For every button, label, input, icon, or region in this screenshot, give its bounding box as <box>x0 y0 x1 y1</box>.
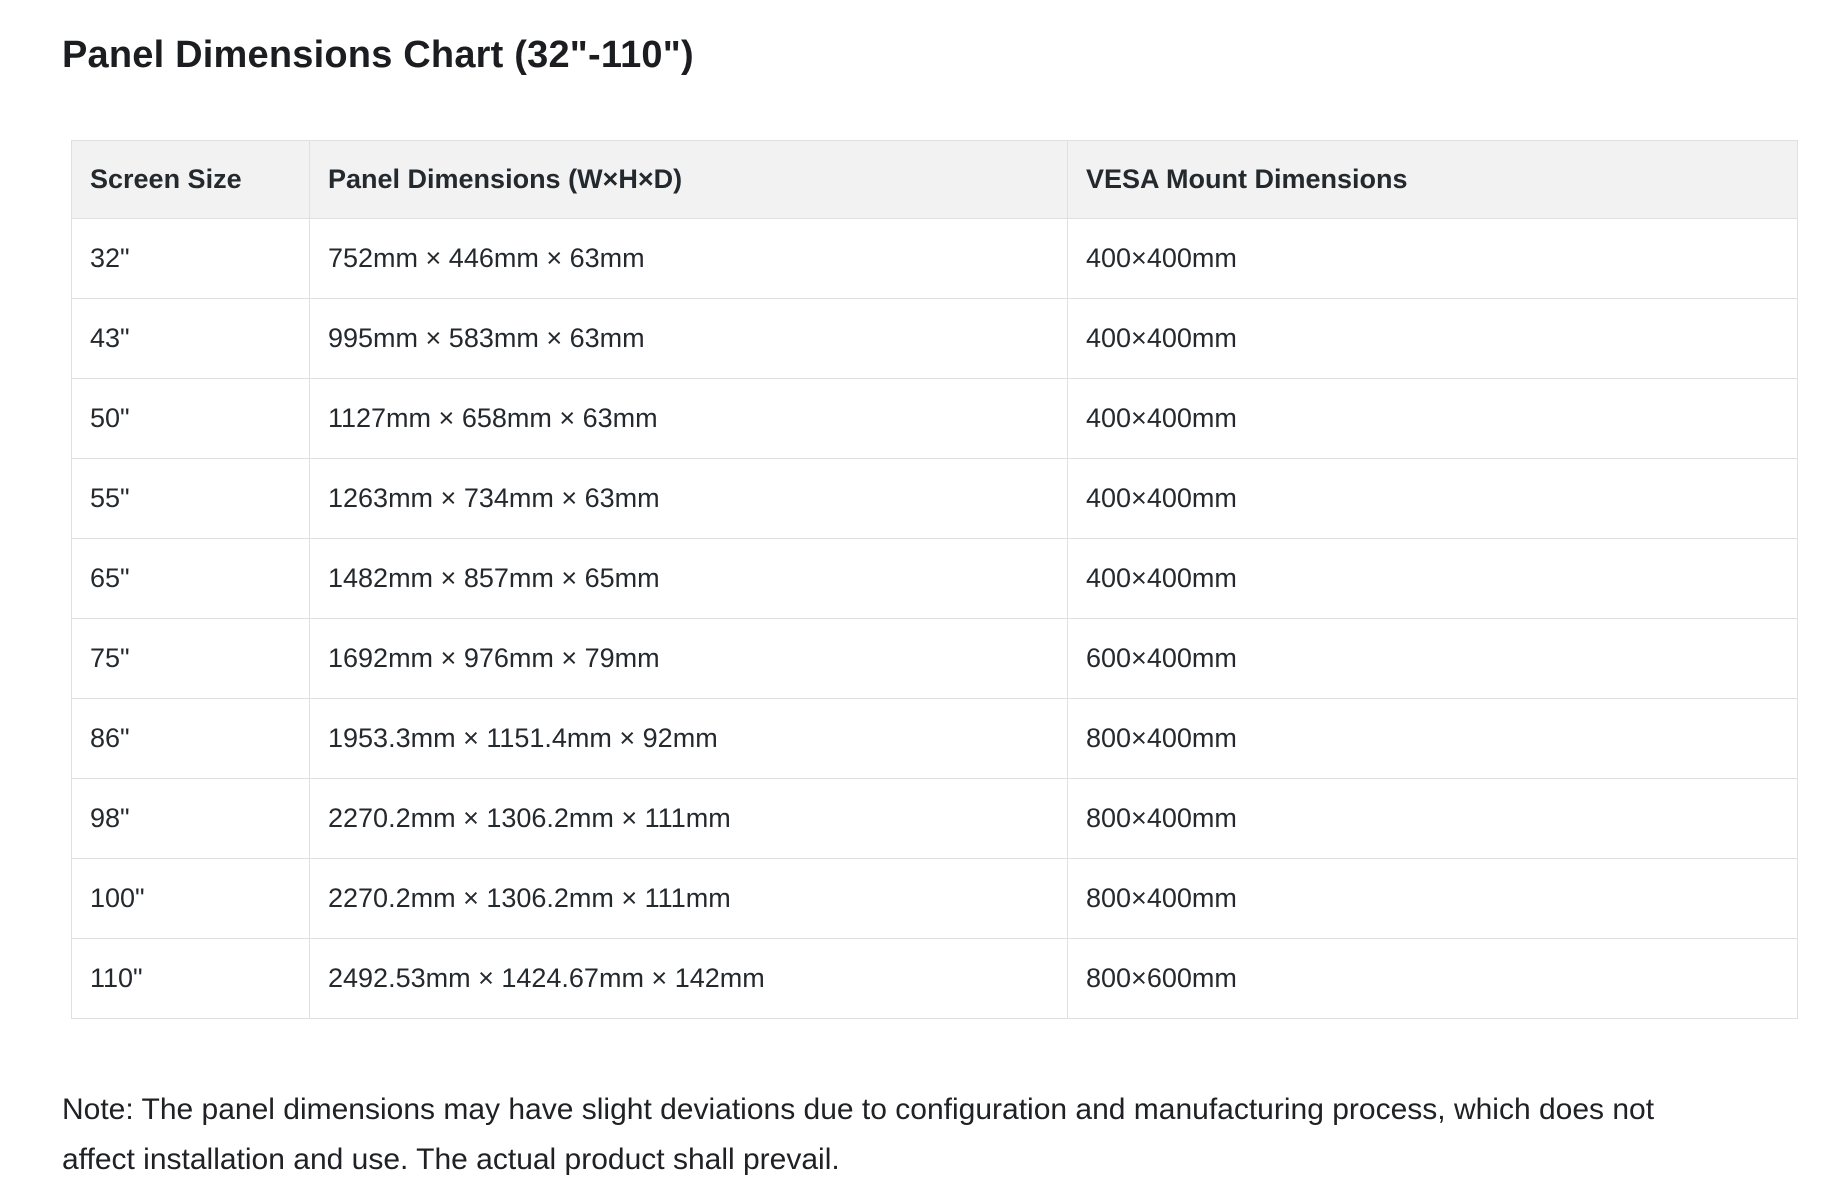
column-header-screen-size: Screen Size <box>71 140 310 219</box>
table-header: Screen Size Panel Dimensions (W×H×D) VES… <box>71 140 1798 219</box>
screen-size-cell: 98" <box>71 778 310 859</box>
vesa-mount-cell: 400×400mm <box>1067 378 1798 459</box>
panel-dimensions-cell: 1263mm × 734mm × 63mm <box>309 458 1068 539</box>
table-row: 98" 2270.2mm × 1306.2mm × 111mm 800×400mm <box>71 778 1798 859</box>
table-body: 32" 752mm × 446mm × 63mm 400×400mm 43" 995mm… <box>71 218 1798 1019</box>
table-row: 110" 2492.53mm × 1424.67mm × 142mm 800×600… <box>71 938 1798 1019</box>
panel-dimensions-cell: 2492.53mm × 1424.67mm × 142mm <box>309 938 1068 1019</box>
panel-dimensions-cell: 2270.2mm × 1306.2mm × 111mm <box>309 778 1068 859</box>
table-row: 50" 1127mm × 658mm × 63mm 400×400mm <box>71 378 1798 459</box>
table-row: 55" 1263mm × 734mm × 63mm 400×400mm <box>71 458 1798 539</box>
vesa-mount-cell: 800×400mm <box>1067 778 1798 859</box>
table-row: 43" 995mm × 583mm × 63mm 400×400mm <box>71 298 1798 379</box>
vesa-mount-cell: 800×600mm <box>1067 938 1798 1019</box>
panel-dimensions-cell: 2270.2mm × 1306.2mm × 111mm <box>309 858 1068 939</box>
screen-size-cell: 55" <box>71 458 310 539</box>
vesa-mount-cell: 400×400mm <box>1067 538 1798 619</box>
table-row: 65" 1482mm × 857mm × 65mm 400×400mm <box>71 538 1798 619</box>
column-header-vesa-mount: VESA Mount Dimensions <box>1067 140 1798 219</box>
table-row: 100" 2270.2mm × 1306.2mm × 111mm 800×400mm <box>71 858 1798 939</box>
screen-size-cell: 110" <box>71 938 310 1019</box>
table-row: 86" 1953.3mm × 1151.4mm × 92mm 800×400mm <box>71 698 1798 779</box>
page-title: Panel Dimensions Chart (32"-110") <box>62 34 694 76</box>
table-row: 32" 752mm × 446mm × 63mm 400×400mm <box>71 218 1798 299</box>
panel-dimensions-table: Screen Size Panel Dimensions (W×H×D) VES… <box>71 140 1798 1019</box>
screen-size-cell: 86" <box>71 698 310 779</box>
screen-size-cell: 43" <box>71 298 310 379</box>
vesa-mount-cell: 400×400mm <box>1067 218 1798 299</box>
screen-size-cell: 50" <box>71 378 310 459</box>
note-text: Note: The panel dimensions may have slig… <box>62 1093 1655 1176</box>
panel-dimensions-cell: 1482mm × 857mm × 65mm <box>309 538 1068 619</box>
vesa-mount-cell: 400×400mm <box>1067 298 1798 379</box>
vesa-mount-cell: 600×400mm <box>1067 618 1798 699</box>
vesa-mount-cell: 800×400mm <box>1067 858 1798 939</box>
panel-dimensions-cell: 995mm × 583mm × 63mm <box>309 298 1068 379</box>
panel-dimensions-cell: 752mm × 446mm × 63mm <box>309 218 1068 299</box>
screen-size-cell: 32" <box>71 218 310 299</box>
table-header-row: Screen Size Panel Dimensions (W×H×D) VES… <box>71 140 1798 219</box>
screen-size-cell: 100" <box>71 858 310 939</box>
screen-size-cell: 75" <box>71 618 310 699</box>
panel-dimensions-cell: 1692mm × 976mm × 79mm <box>309 618 1068 699</box>
screen-size-cell: 65" <box>71 538 310 619</box>
vesa-mount-cell: 800×400mm <box>1067 698 1798 779</box>
panel-dimensions-cell: 1127mm × 658mm × 63mm <box>309 378 1068 459</box>
column-header-panel-dimensions: Panel Dimensions (W×H×D) <box>309 140 1068 219</box>
vesa-mount-cell: 400×400mm <box>1067 458 1798 539</box>
table-row: 75" 1692mm × 976mm × 79mm 600×400mm <box>71 618 1798 699</box>
panel-dimensions-cell: 1953.3mm × 1151.4mm × 92mm <box>309 698 1068 779</box>
